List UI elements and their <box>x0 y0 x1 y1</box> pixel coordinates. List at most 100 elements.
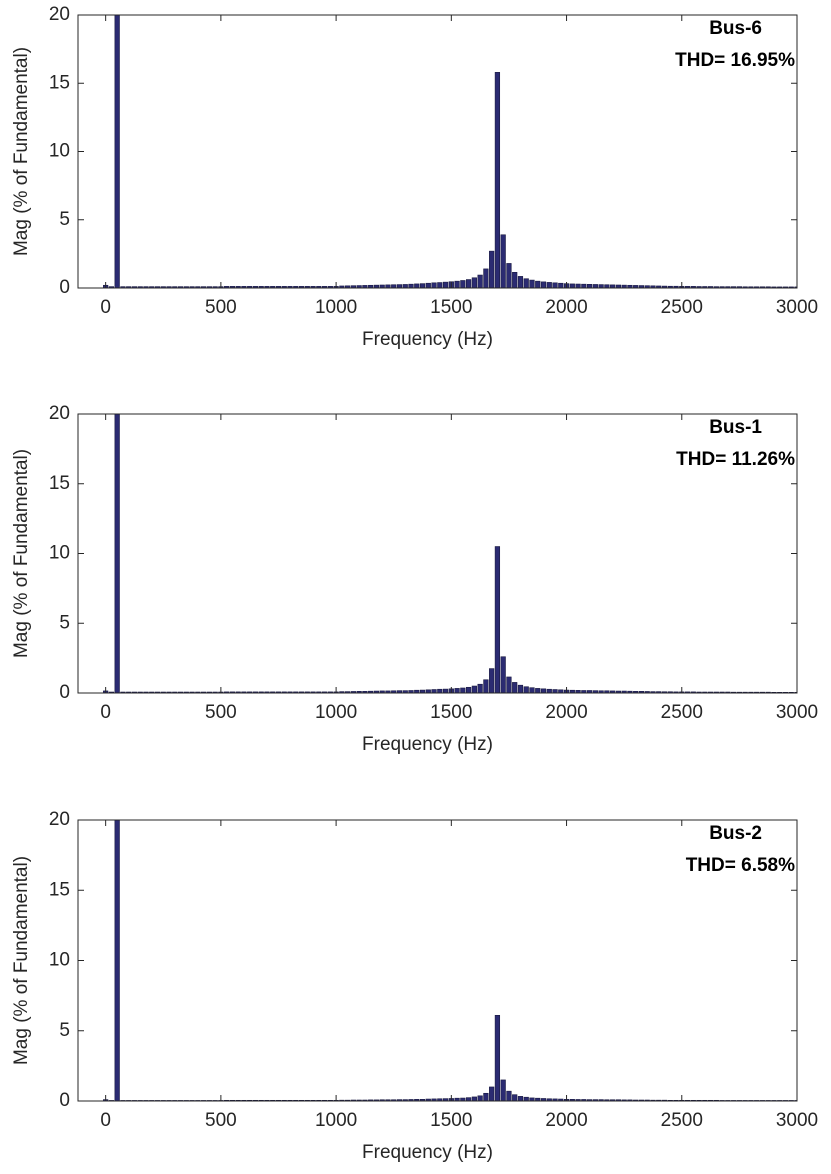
bar <box>586 690 593 693</box>
bar <box>540 688 547 693</box>
bar <box>166 286 172 288</box>
y-tick-label: 15 <box>49 879 70 900</box>
x-tick-label: 3000 <box>776 297 818 318</box>
x-tick-label: 1000 <box>315 297 357 318</box>
y-tick-label: 20 <box>49 4 70 25</box>
subplot: 0 5 10 15 20 0 500 1000 1500 2000 2500 3000 Frequenc… <box>11 403 818 755</box>
bar <box>454 688 460 693</box>
bar <box>137 286 143 288</box>
x-tick-label: 2500 <box>661 1110 703 1131</box>
bar <box>489 668 495 693</box>
bar <box>529 279 535 288</box>
bar <box>713 286 719 288</box>
bar <box>143 286 149 288</box>
bar <box>500 234 506 288</box>
bar <box>489 1086 495 1101</box>
x-tick-label: 0 <box>100 1110 111 1131</box>
bar <box>569 283 575 288</box>
y-tick-label: 5 <box>59 1020 70 1041</box>
bar <box>477 1095 483 1101</box>
bar <box>494 1014 501 1101</box>
bar <box>506 676 512 693</box>
x-tick-label: 2500 <box>661 297 703 318</box>
bar <box>160 286 166 288</box>
bar <box>506 263 512 288</box>
bar <box>523 1096 529 1101</box>
y-tick-label: 10 <box>49 950 70 971</box>
bar <box>385 284 391 288</box>
bar <box>621 284 627 288</box>
x-axis-label: Frequency (Hz) <box>362 734 493 755</box>
bar <box>569 689 575 693</box>
y-tick-label: 0 <box>59 277 70 298</box>
y-tick-label: 5 <box>59 612 70 633</box>
bar <box>460 687 466 693</box>
bar <box>471 685 477 693</box>
bar <box>707 286 714 288</box>
bar <box>408 690 414 693</box>
annotation: THD= 16.95% <box>675 50 795 71</box>
bar <box>759 286 766 288</box>
bar <box>126 286 132 288</box>
bar <box>667 691 673 693</box>
x-tick-label: 500 <box>205 702 237 723</box>
bar <box>586 284 593 288</box>
bar <box>350 285 356 288</box>
bar <box>345 285 351 288</box>
bar <box>546 282 552 288</box>
bar <box>552 282 558 288</box>
y-axis-label: Mag (% of Fundamental) <box>11 449 32 658</box>
bar <box>442 688 449 693</box>
x-tick-label: 2500 <box>661 702 703 723</box>
bar <box>408 283 414 288</box>
bar <box>396 284 403 288</box>
bar <box>373 284 380 288</box>
bar <box>748 286 754 288</box>
bar <box>535 280 541 288</box>
bar <box>517 684 524 693</box>
bar <box>437 688 443 693</box>
bar <box>598 690 604 693</box>
bar <box>581 690 587 693</box>
y-tick-label: 10 <box>49 141 70 162</box>
bar <box>442 281 449 288</box>
bar <box>114 15 120 288</box>
x-tick-label: 1500 <box>430 297 472 318</box>
bar <box>535 688 541 693</box>
bar <box>114 820 120 1101</box>
bar <box>517 1096 524 1101</box>
bar <box>702 286 708 288</box>
bar <box>0 1100 5 1101</box>
plot-area <box>78 414 797 693</box>
x-tick-label: 500 <box>205 297 237 318</box>
bar <box>402 284 408 288</box>
bar <box>206 286 212 288</box>
annotation: THD= 6.58% <box>686 855 795 876</box>
bar <box>644 285 650 288</box>
bar <box>627 690 633 693</box>
x-tick-label: 1500 <box>430 1110 472 1131</box>
bar <box>212 286 218 288</box>
y-tick-label: 15 <box>49 473 70 494</box>
bar <box>131 286 138 288</box>
x-tick-label: 1000 <box>315 1110 357 1131</box>
bar <box>466 686 472 693</box>
bar <box>500 656 506 693</box>
bar <box>517 276 524 288</box>
bar <box>431 689 437 693</box>
bar <box>108 286 115 288</box>
bar <box>592 284 598 288</box>
bar <box>506 1090 512 1101</box>
x-tick-label: 500 <box>205 1110 237 1131</box>
bar <box>195 286 201 288</box>
bar <box>477 274 483 288</box>
y-tick-label: 15 <box>49 72 70 93</box>
bar <box>598 284 604 288</box>
x-tick-label: 3000 <box>776 1110 818 1131</box>
bar <box>529 1097 535 1101</box>
bar <box>575 283 581 288</box>
bar <box>610 284 616 288</box>
bar <box>489 250 495 288</box>
bar <box>512 1094 518 1101</box>
bar <box>189 286 195 288</box>
